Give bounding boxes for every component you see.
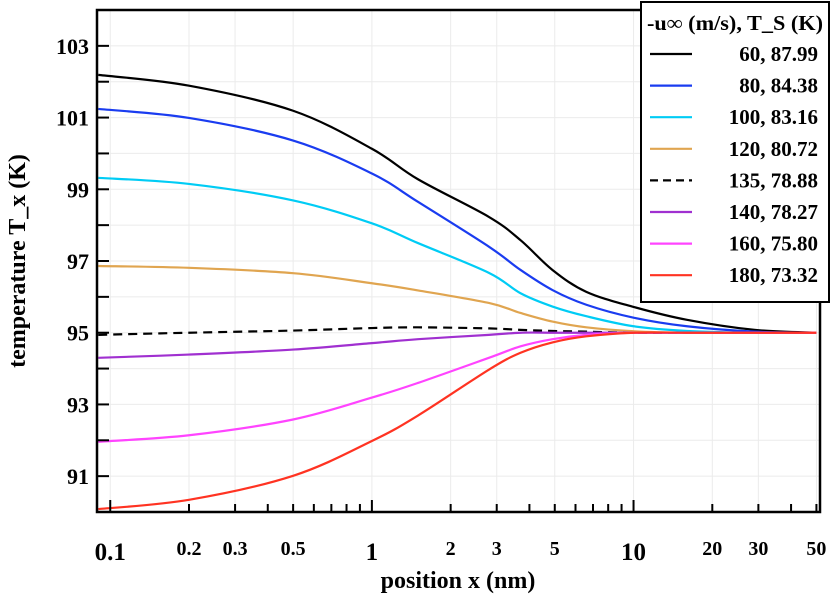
x-tick-label: 2 <box>446 538 456 560</box>
series-line <box>98 331 817 511</box>
legend-label: 60, 87.99 <box>739 42 818 66</box>
legend-label: 100, 83.16 <box>729 105 818 129</box>
x-tick-label: 5 <box>550 538 560 560</box>
y-tick-label: 95 <box>67 321 89 346</box>
legend-label: 140, 78.27 <box>729 200 818 224</box>
y-tick-label: 93 <box>67 392 89 417</box>
legend-label: 180, 73.32 <box>729 263 818 287</box>
legend: -u∞ (m/s), T_S (K) 60, 87.99 80, 84.38 100… <box>640 1 830 303</box>
legend-label: 160, 75.80 <box>729 232 818 256</box>
x-tick-label: 0.5 <box>281 538 306 560</box>
x-tick-label: 0.1 <box>95 539 126 566</box>
legend-label: 120, 80.72 <box>729 137 818 161</box>
y-tick-label: 101 <box>56 106 89 131</box>
x-tick-label: 1 <box>366 539 379 566</box>
y-tick-label: 99 <box>67 177 89 202</box>
series-lines <box>98 73 817 511</box>
ticks: 91 93 95 97 99 101 103 0.1 0.2 0.3 0.5 1 2 3 5 10 20 30 50 <box>56 9 826 566</box>
x-tick-label: 0.3 <box>223 538 248 560</box>
series-line <box>98 176 817 334</box>
x-axis-label: position x (nm) <box>381 568 536 594</box>
y-tick-label: 97 <box>67 249 89 274</box>
x-tick-label: 30 <box>748 538 768 560</box>
series-line <box>98 331 817 443</box>
y-tick-label: 91 <box>67 464 89 489</box>
x-tick-label: 20 <box>702 538 722 560</box>
x-tick-label: 3 <box>492 538 502 560</box>
legend-label: 80, 84.38 <box>739 74 818 98</box>
series-line <box>98 73 817 334</box>
legend-label: 135, 78.88 <box>729 168 818 192</box>
series-line <box>98 331 817 359</box>
y-tick-label: 103 <box>56 34 89 59</box>
legend-title: -u∞ (m/s), T_S (K) <box>647 11 823 35</box>
legend-box <box>640 1 830 303</box>
y-axis-label: temperature T_x (K) <box>5 154 31 368</box>
series-line <box>98 107 817 334</box>
x-tick-label: 0.2 <box>177 538 202 560</box>
x-tick-label: 10 <box>621 539 646 566</box>
x-tick-label: 50 <box>806 538 826 560</box>
